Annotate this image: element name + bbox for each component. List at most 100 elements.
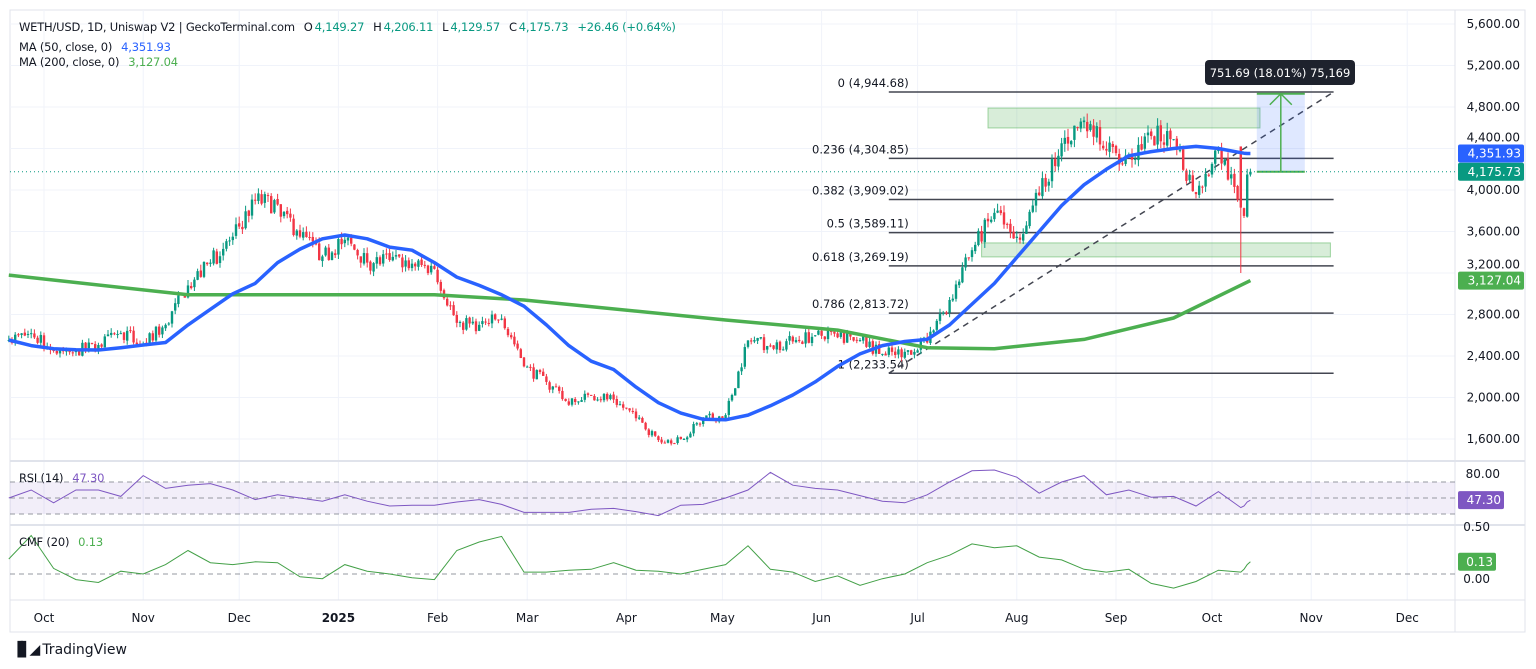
low-value: 4,129.57: [450, 20, 501, 34]
candle-body: [1066, 136, 1070, 144]
price-tick-label: 4,800.00: [1467, 100, 1520, 114]
candle-body: [586, 393, 590, 395]
candle-body: [1073, 125, 1076, 140]
candle-body: [481, 321, 484, 325]
candle-body: [938, 313, 942, 321]
candle-body: [638, 417, 641, 419]
candle-body: [615, 399, 618, 405]
candle-body: [78, 350, 81, 356]
candle-body: [231, 236, 234, 241]
candle-body: [734, 388, 737, 396]
candle-body: [1018, 237, 1022, 240]
price-badge[interactable]: [1458, 162, 1524, 181]
candle-body: [65, 350, 68, 352]
candle-body: [1198, 185, 1201, 195]
candle-body: [1028, 211, 1031, 227]
candle-body: [334, 253, 337, 256]
candle-body: [775, 342, 778, 350]
ma200-legend[interactable]: MA (200, close, 0) 3,127.04: [19, 55, 180, 69]
candle-body: [218, 256, 222, 264]
candle-body: [39, 334, 42, 343]
rsi-badge[interactable]: [1458, 491, 1504, 510]
price-tick-label: 5,200.00: [1467, 59, 1520, 73]
candle-body: [711, 413, 714, 419]
candle-body: [596, 399, 599, 401]
symbol-title[interactable]: WETH/USD, 1D, Uniswap V2 | GeckoTerminal…: [19, 20, 295, 34]
measure-tooltip: [1205, 60, 1355, 85]
candle-body: [177, 295, 180, 305]
tradingview-brand[interactable]: ▐▌◢ TradingView: [12, 642, 127, 658]
candle-body: [833, 331, 836, 334]
candle-body: [33, 333, 36, 338]
cmf-legend[interactable]: CMF (20) 0.13: [19, 535, 105, 549]
brand-name: TradingView: [42, 642, 127, 658]
rsi-legend[interactable]: RSI (14) 47.30: [19, 471, 106, 485]
candle-body: [340, 238, 343, 245]
ma200-value: 3,127.04: [128, 55, 178, 69]
candle-body: [116, 333, 119, 335]
candle-body: [529, 366, 532, 368]
candle-body: [23, 332, 26, 336]
candle-body: [756, 338, 759, 341]
candle-body: [174, 303, 177, 311]
ma50-legend[interactable]: MA (50, close, 0) 4,351.93: [19, 40, 173, 54]
candle-body: [103, 336, 106, 348]
candle-body: [855, 339, 858, 341]
candle-body: [900, 349, 903, 358]
low-label: L: [442, 20, 449, 34]
candle-body: [430, 265, 433, 273]
candle-body: [1050, 159, 1054, 182]
candle-body: [193, 279, 196, 288]
axes[interactable]: 5,600.00 5,200.00 4,800.00 4,400.00 4,000.00…: [34, 17, 1524, 625]
candle-body: [753, 340, 756, 342]
candle-body: [439, 281, 442, 291]
cmf-badge-text: 0.13: [1466, 555, 1493, 569]
candle-body: [522, 357, 526, 367]
candle-body: [161, 327, 164, 335]
cmf-badge[interactable]: [1458, 552, 1496, 571]
candle-body: [132, 330, 135, 343]
candle-body: [1009, 223, 1012, 233]
candle-body: [967, 257, 970, 259]
candle-body: [1146, 132, 1150, 136]
price-badge[interactable]: [1458, 271, 1524, 290]
candle-body: [1169, 130, 1172, 140]
candle-body: [1156, 125, 1159, 145]
candle-body: [401, 257, 404, 268]
candle-body: [359, 256, 362, 263]
price-tick-label: 2,800.00: [1467, 308, 1520, 322]
rsi-tick-label: 80.00: [1466, 467, 1500, 481]
candle-body: [1175, 138, 1178, 150]
candle-body: [362, 252, 366, 264]
time-tick-label: Nov: [1299, 611, 1322, 625]
candle-body: [1114, 145, 1118, 154]
price-badge[interactable]: [1458, 144, 1524, 163]
candle-body: [199, 270, 202, 277]
candle-body: [983, 219, 986, 243]
candle-body: [647, 429, 650, 435]
candle-body: [858, 340, 862, 342]
candle-body: [590, 394, 593, 396]
candle-body: [391, 256, 394, 261]
candle-body: [510, 335, 513, 338]
candle-body: [1172, 139, 1175, 141]
candle-body: [730, 394, 734, 401]
candle-body: [119, 333, 122, 335]
support-resistance-zone[interactable]: [981, 242, 1331, 258]
candle-body: [657, 436, 660, 441]
candle-body: [94, 344, 97, 352]
candle-body: [1140, 144, 1143, 150]
candle-body: [462, 322, 465, 330]
candle-body: [1143, 136, 1146, 149]
candle-body: [913, 351, 916, 355]
indicator-lines: [8, 144, 1455, 589]
support-resistance-zone[interactable]: [987, 107, 1261, 129]
drawings-layer[interactable]: 0 (4,944.68) 0.236 (4,304.85) 0.382 (3,909…: [812, 60, 1355, 375]
candle-body: [884, 353, 887, 356]
candle-body: [1034, 192, 1038, 206]
candle-body: [513, 336, 516, 345]
candle-body: [1134, 158, 1137, 160]
candle-body: [1044, 177, 1047, 187]
candle-body: [1150, 131, 1153, 137]
